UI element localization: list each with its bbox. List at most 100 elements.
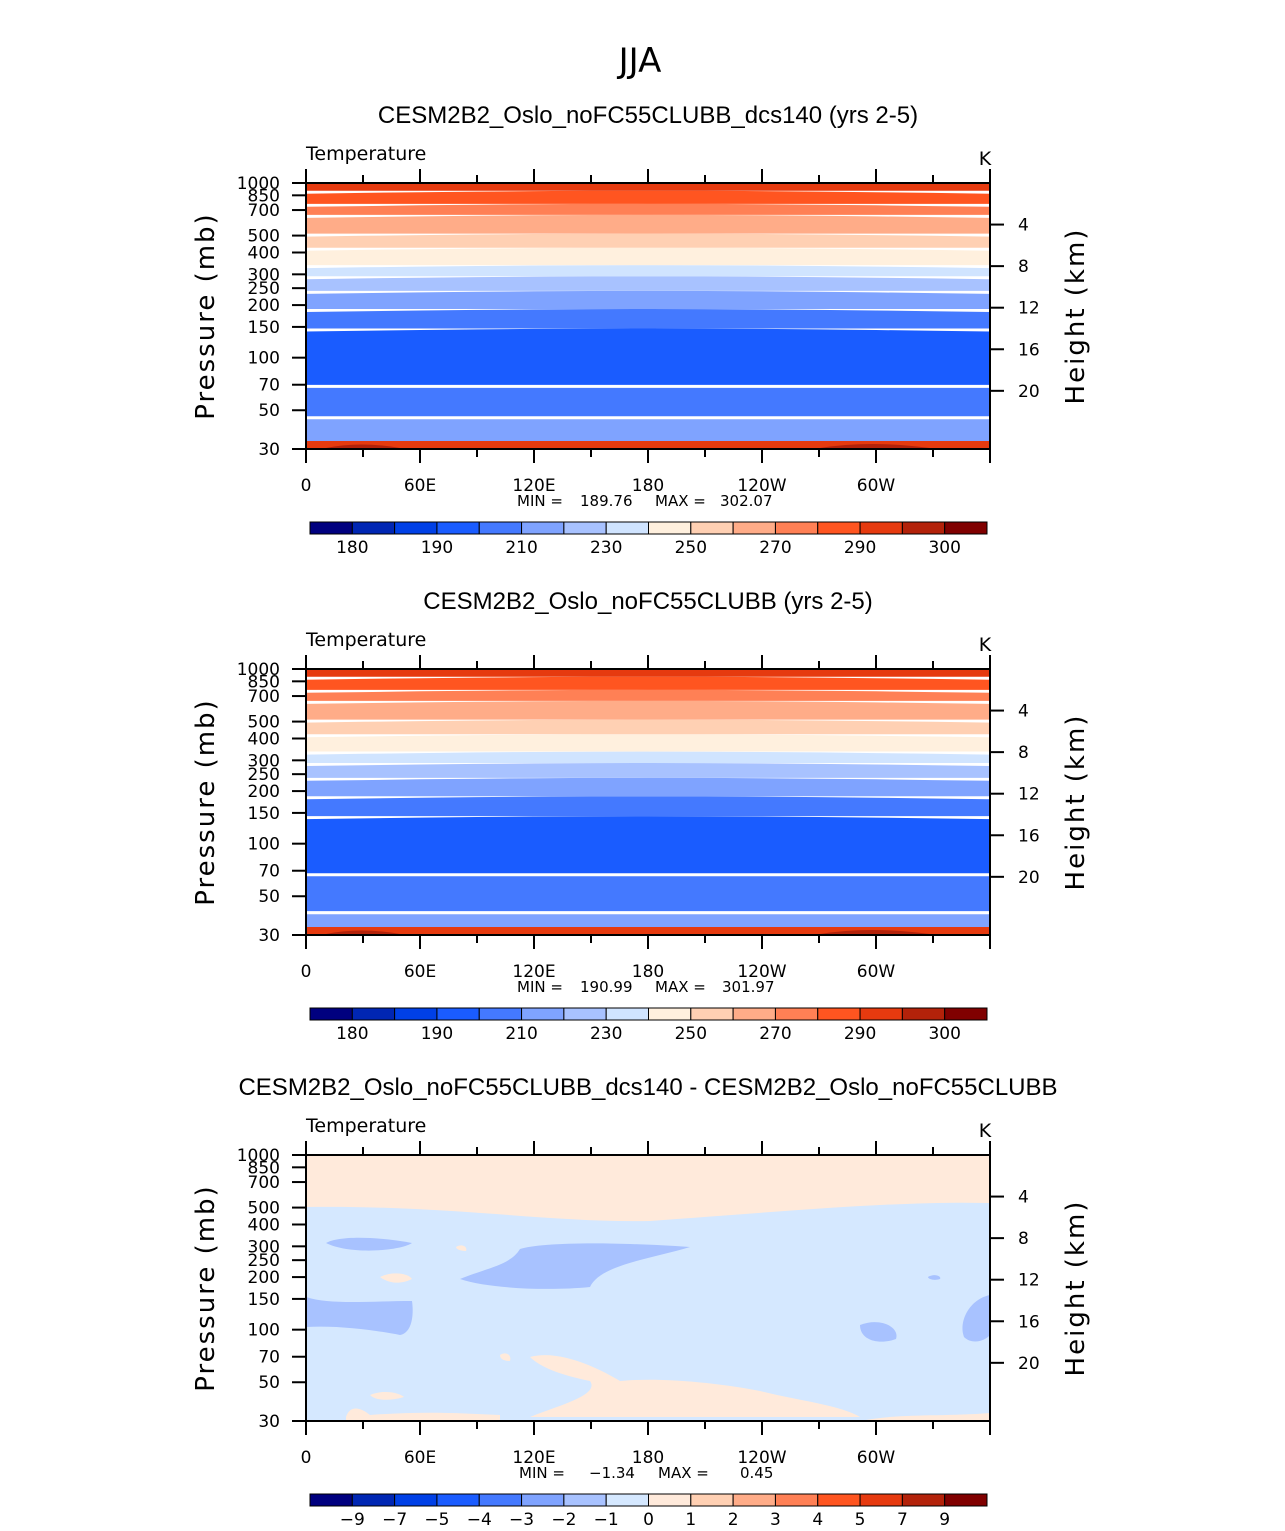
- units-label: K: [979, 634, 992, 656]
- stat-min-value: 189.76: [580, 492, 633, 510]
- pressure-tick-label: 200: [248, 782, 280, 802]
- colorbar-swatch: [901, 1493, 946, 1507]
- contour-band: [306, 669, 990, 677]
- contour-band: [306, 876, 990, 912]
- height-tick-label: 12: [1018, 1271, 1040, 1291]
- contour-band: [306, 387, 990, 417]
- colorbar-label: −9: [340, 1510, 365, 1530]
- stat-max-value: 301.97: [722, 978, 775, 996]
- pressure-tick-label: 850: [248, 672, 280, 692]
- pressure-tick-label: 50: [258, 401, 280, 421]
- colorbar-swatch: [774, 521, 819, 535]
- x-tick-label: 120E: [512, 476, 555, 496]
- contour-field: [306, 183, 990, 449]
- colorbar-swatch: [732, 1007, 776, 1021]
- height-tick-label: 16: [1018, 340, 1040, 360]
- pressure-tick-label: 150: [248, 318, 280, 338]
- colorbar-label: 180: [336, 538, 368, 558]
- colorbar-swatch: [394, 1007, 438, 1021]
- contour-band: [306, 763, 990, 778]
- x-tick-label: 120E: [512, 1448, 555, 1468]
- colorbar-swatch: [436, 521, 480, 535]
- height-tick-label: 8: [1018, 257, 1029, 277]
- contour-band: [306, 441, 990, 449]
- y-axis-title-right: Height (km): [1061, 228, 1091, 405]
- panel-dcs140: CESM2B2_Oslo_noFC55CLUBB_dcs140 (yrs 2-5…: [191, 102, 1091, 558]
- pressure-tick-label: 400: [248, 1216, 280, 1236]
- colorbar-swatch: [648, 521, 692, 535]
- stat-max-label: MAX =: [655, 492, 706, 510]
- y-axis-title-right: Height (km): [1061, 1200, 1091, 1377]
- colorbar-swatch: [944, 1007, 988, 1021]
- colorbar-swatch: [774, 1493, 819, 1507]
- plot-area: 0 60E 120E 180 120W 60W3050701001502002503004…: [237, 655, 1040, 982]
- colorbar-swatch: [605, 521, 649, 535]
- pressure-tick-label: 70: [258, 862, 280, 882]
- colorbar-label: −3: [509, 1510, 534, 1530]
- colorbar-swatch: [351, 1007, 396, 1021]
- pressure-tick-label: 150: [248, 804, 280, 824]
- contour-cool-region: [860, 1322, 897, 1342]
- plot-area: 0 60E 120E 180 120W 60W3050701001502002503004…: [237, 1141, 1040, 1468]
- contour-field: [306, 669, 990, 935]
- y-axis-title-left: Pressure (mb): [191, 698, 221, 905]
- colorbar-swatch: [859, 521, 903, 535]
- panel-title: CESM2B2_Oslo_noFC55CLUBB_dcs140 (yrs 2-5…: [378, 102, 918, 129]
- colorbar-swatch: [774, 1007, 819, 1021]
- contour-warm-region: [860, 1413, 990, 1421]
- pressure-tick-label: 500: [248, 1199, 280, 1219]
- x-tick-label: 60E: [404, 1448, 436, 1468]
- pressure-tick-label: 250: [248, 279, 280, 299]
- stat-min-label: MIN =: [517, 978, 563, 996]
- contour-cool-region: [326, 1237, 412, 1251]
- height-tick-label: 8: [1018, 743, 1029, 763]
- colorbar-label: −2: [551, 1510, 576, 1530]
- contour-cool-region: [962, 1295, 990, 1342]
- contour-band: [306, 233, 990, 248]
- pressure-tick-label: 1000: [237, 660, 280, 680]
- pressure-tick-label: 100: [248, 1321, 280, 1341]
- colorbar-swatch: [605, 1493, 649, 1507]
- colorbar-swatch: [732, 1493, 776, 1507]
- pressure-tick-label: 300: [248, 751, 280, 771]
- colorbar-label: 3: [770, 1510, 781, 1530]
- pressure-tick-label: 500: [248, 713, 280, 733]
- page-title: JJA: [617, 41, 662, 81]
- colorbar-swatch: [521, 521, 565, 535]
- pressure-tick-label: 200: [248, 1268, 280, 1288]
- pressure-tick-label: 30: [258, 1412, 280, 1432]
- colorbar-swatch: [309, 521, 353, 535]
- contour-band: [326, 444, 930, 448]
- colorbar-swatch: [436, 1493, 480, 1507]
- height-tick-label: 20: [1018, 1354, 1040, 1374]
- colorbar-swatch: [901, 521, 946, 535]
- colorbar-label: 180: [336, 1024, 368, 1044]
- colorbar-swatch: [394, 1493, 438, 1507]
- contour-band: [306, 719, 990, 735]
- contour-warm-region: [370, 1391, 404, 1400]
- contour-band: [306, 419, 990, 447]
- colorbar-swatch: [563, 521, 607, 535]
- contour-band: [306, 700, 990, 720]
- colorbar-swatch: [436, 1007, 480, 1021]
- contour-band: [306, 214, 990, 234]
- colorbar-label: 190: [421, 1024, 453, 1044]
- colorbar-swatch: [478, 1493, 523, 1507]
- colorbar-swatch: [309, 1007, 353, 1021]
- stat-min-label: MIN =: [519, 1464, 565, 1482]
- pressure-tick-label: 150: [248, 1290, 280, 1310]
- pressure-tick-label: 700: [248, 201, 280, 221]
- x-tick-label: 180: [632, 1448, 664, 1468]
- pressure-tick-label: 100: [248, 349, 280, 369]
- height-tick-label: 12: [1018, 299, 1040, 319]
- colorbar-swatch: [859, 1493, 903, 1507]
- contour-warm-region: [306, 1155, 990, 1222]
- panel-control: CESM2B2_Oslo_noFC55CLUBB (yrs 2-5) Tempe…: [191, 588, 1091, 1044]
- x-tick-label: 60E: [404, 962, 436, 982]
- y-axis-title-right: Height (km): [1061, 714, 1091, 891]
- stat-min-label: MIN =: [517, 492, 563, 510]
- colorbar-label: 290: [844, 1024, 876, 1044]
- colorbar: −9 −7 −5 −4 −3 −2 −1 0 1 2 3 4 5 7 9: [309, 1493, 988, 1530]
- pressure-tick-label: 200: [248, 296, 280, 316]
